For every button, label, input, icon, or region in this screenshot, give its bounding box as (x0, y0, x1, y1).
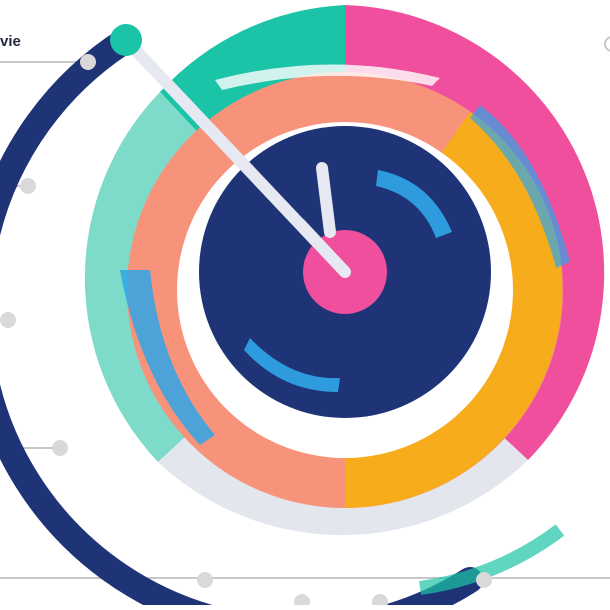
speckle-arc-dial-left (244, 338, 340, 392)
arc-marker (372, 594, 388, 610)
arc-marker (0, 312, 16, 328)
arc-marker (476, 572, 492, 588)
arc-marker (80, 54, 96, 70)
navy-sweep-arc (0, 27, 483, 610)
speckle-arc-dial-right (376, 170, 452, 238)
long-needle-over-hub (294, 218, 351, 278)
speckle-arc-top (215, 64, 440, 90)
arc-marker (20, 178, 36, 194)
short-needle (316, 162, 336, 238)
top-left-label: vie (0, 33, 21, 50)
arc-marker (294, 594, 310, 610)
speckle-accents (120, 64, 570, 445)
teal-sweep-tail (419, 524, 565, 595)
speckle-arc-outer-right (470, 105, 570, 268)
needle-tip-knob-icon (110, 24, 142, 56)
arc-marker (52, 440, 68, 456)
arc-markers (0, 54, 492, 610)
speckle-arc-outer-left (120, 270, 215, 445)
arc-marker (197, 572, 213, 588)
edge-marker-right (604, 36, 610, 52)
outer-progress-arc (0, 27, 565, 610)
